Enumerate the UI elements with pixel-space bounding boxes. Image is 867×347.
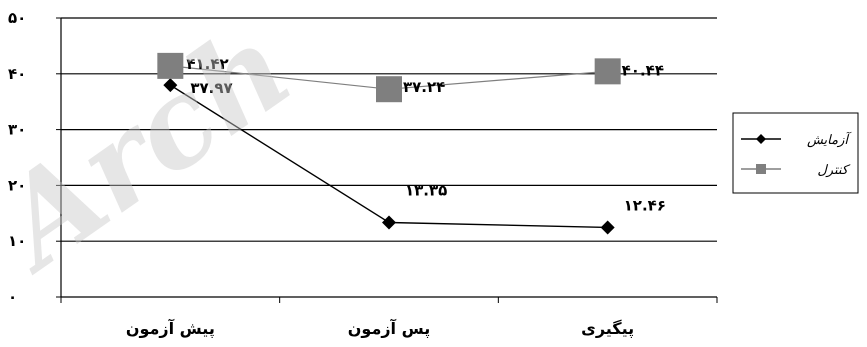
watermark-text: Arch: [0, 0, 316, 299]
legend-label: کنترل: [817, 163, 850, 178]
labels: ۳۷.۹۷ ۱۳.۳۵ ۱۲.۴۶ ۴۱.۴۲ ۳۷.۲۴ ۴۰.۴۴: [186, 55, 666, 215]
x-category-label: پیش آزمون: [126, 318, 215, 339]
axes: ۰ ۱۰ ۲۰ ۳۰ ۴۰ ۵۰ پیش آزمون پس آزمون پیگیری: [8, 9, 718, 339]
y-tick-label: ۵۰: [8, 9, 26, 27]
legend-box: [732, 112, 859, 194]
y-tick-label: ۲۰: [8, 176, 26, 194]
series: [157, 52, 621, 235]
data-point-square: [157, 52, 184, 79]
y-tick-label: ۱۰: [8, 232, 26, 250]
data-label: ۴۱.۴۲: [186, 55, 228, 73]
legend-marker-diamond: [756, 134, 766, 144]
data-label: ۱۲.۴۶: [624, 196, 666, 214]
data-point-square: [594, 58, 621, 85]
data-label: ۳۷.۹۷: [190, 79, 232, 97]
data-label: ۳۷.۲۴: [403, 78, 445, 96]
data-point-square: [376, 76, 402, 103]
y-tick-label: ۴۰: [8, 65, 26, 83]
x-category-label: پیگیری: [581, 319, 634, 339]
data-label: ۱۳.۳۵: [405, 182, 447, 200]
y-tick-label: ۰: [8, 288, 17, 306]
data-point-diamond: [600, 220, 615, 235]
data-label: ۴۰.۴۴: [622, 61, 664, 79]
data-point-diamond: [163, 78, 178, 93]
legend-marker-square: [756, 164, 766, 174]
y-tick-label: ۳۰: [8, 121, 26, 139]
x-category-label: پس آزمون: [348, 318, 430, 339]
legend-label: آزمایش: [807, 131, 852, 148]
data-point-diamond: [382, 215, 396, 230]
legend: آزمایش کنترل: [732, 112, 859, 194]
